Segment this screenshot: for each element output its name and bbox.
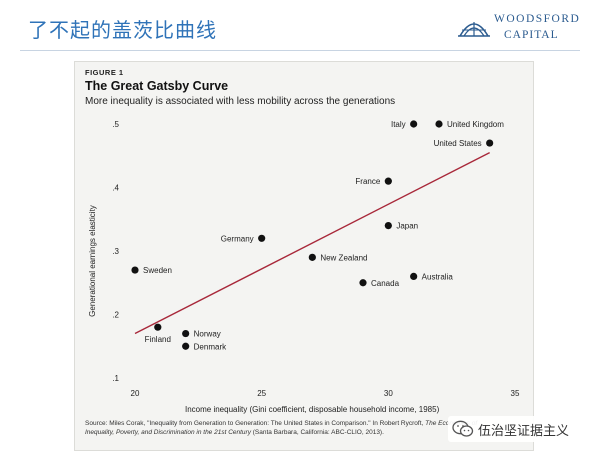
x-tick-label: 25	[257, 389, 266, 398]
data-point-label: France	[355, 177, 380, 186]
scatter-chart: .1 .2 .3 .4 .5 20 25 30 35 Income inequality (Gin…	[88, 120, 520, 414]
data-point	[258, 234, 266, 242]
source-book-title-part1: The Economics	[425, 420, 470, 427]
wechat-icon	[452, 420, 474, 437]
slide-title: 了不起的盖茨比曲线	[28, 18, 217, 42]
data-point	[131, 266, 139, 274]
data-point-label: Germany	[221, 234, 254, 243]
wechat-watermark: 伍治坚证据主义	[448, 416, 596, 442]
source-text-prefix: Source: Miles Corak, "Inequality from Ge…	[85, 420, 426, 427]
data-point	[359, 279, 367, 287]
data-point-label: Finland	[145, 335, 171, 344]
data-point	[182, 329, 190, 338]
data-point	[410, 120, 418, 128]
data-point	[435, 120, 443, 128]
data-point	[410, 272, 418, 280]
data-point	[308, 253, 316, 261]
data-point-label: Japan	[396, 222, 418, 231]
company-logo: WOODSFORD CAPITAL	[452, 12, 592, 46]
data-point	[384, 177, 392, 185]
figure-title: The Great Gatsby Curve	[85, 79, 229, 93]
data-point-label: United States	[434, 139, 482, 148]
data-point-label: Sweden	[143, 266, 172, 275]
x-tick-label: 35	[511, 389, 520, 398]
y-tick-label: .2	[112, 311, 119, 320]
data-point-label: New Zealand	[320, 253, 367, 262]
figure-subtitle: More inequality is associated with less …	[85, 96, 396, 107]
globe-logo-icon	[458, 22, 490, 37]
title-divider	[20, 50, 580, 51]
figure-panel: FIGURE 1 The Great Gatsby Curve More ine…	[74, 61, 534, 451]
data-point-label: Canada	[371, 279, 400, 288]
source-text-suffix: (Santa Barbara, California: ABC-CLIO, 20…	[250, 429, 384, 436]
data-point-label: Denmark	[194, 342, 227, 351]
data-point	[384, 222, 392, 230]
y-tick-label: .4	[112, 184, 119, 193]
figure-label: FIGURE 1	[85, 68, 124, 77]
logo-name-line2: CAPITAL	[504, 29, 559, 41]
x-tick-label: 20	[131, 389, 140, 398]
data-point	[182, 342, 190, 350]
data-point	[154, 323, 162, 331]
y-tick-label: .3	[112, 247, 119, 256]
y-tick-label: .5	[112, 120, 119, 129]
trend-line	[134, 151, 490, 335]
data-point-label: United Kingdom	[447, 120, 504, 129]
y-tick-label: .1	[112, 374, 119, 383]
logo-name-line1: WOODSFORD	[494, 13, 581, 25]
figure-source: Source: Miles Corak, "Inequality from Ge…	[85, 419, 505, 437]
data-point-label: Italy	[391, 120, 406, 129]
data-point-label: Norway	[194, 330, 221, 339]
x-axis-title: Income inequality (Gini coefficient, dis…	[185, 405, 440, 414]
data-point-label: Australia	[422, 272, 454, 281]
data-point	[486, 139, 494, 147]
watermark-text: 伍治坚证据主义	[478, 424, 570, 439]
x-tick-label: 30	[384, 389, 393, 398]
y-axis-title: Generational earnings elasticity	[88, 205, 97, 317]
